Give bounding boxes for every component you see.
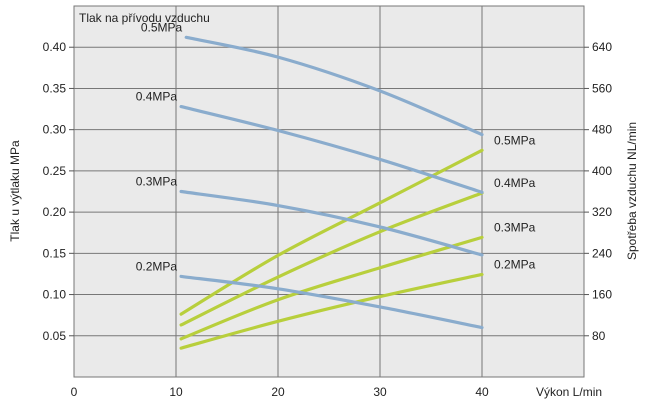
- consumption-curve-label: 0.4MPa: [494, 176, 536, 190]
- y-right-tick-label: 160: [592, 288, 612, 302]
- y-right-tick-label: 400: [592, 164, 612, 178]
- pressure-curve-label: 0.2MPa: [136, 259, 178, 273]
- y-axis-left-label: Tlak u výtlaku MPa: [8, 140, 22, 242]
- y-left-tick-label: 0.35: [43, 81, 67, 95]
- y-left-tick-label: 0.40: [43, 40, 67, 54]
- consumption-curve-label: 0.3MPa: [494, 220, 536, 234]
- y-left-tick-label: 0.30: [43, 123, 67, 137]
- grid: [74, 6, 584, 377]
- x-tick-label: 20: [271, 385, 285, 399]
- plot-area: [73, 5, 585, 378]
- y-right-tick-label: 240: [592, 246, 612, 260]
- y-left-tick-label: 0.20: [43, 205, 67, 219]
- y-left-tick-label: 0.25: [43, 164, 67, 178]
- y-right-tick-label: 320: [592, 205, 612, 219]
- curves: [179, 35, 484, 350]
- y-right-tick-label: 80: [592, 329, 606, 343]
- curve-labels: 0.5MPa 0.4MPa 0.3MPa 0.2MPa 0.5MPa 0.4MPa 0.3M…: [136, 20, 536, 273]
- consumption-curve-label: 0.5MPa: [494, 133, 536, 147]
- pressure-curve-label: 0.3MPa: [136, 175, 178, 189]
- y-right-tick-label: 480: [592, 123, 612, 137]
- x-tick-label: 0: [71, 385, 78, 399]
- y-axis-right-label: Spotřeba vzduchu NL/min: [625, 122, 639, 260]
- x-tick-label: 30: [373, 385, 387, 399]
- consumption-curve: [179, 191, 484, 327]
- pressure-curve: [179, 104, 484, 194]
- chart-title: Tlak na přívodu vzduchu: [79, 11, 210, 25]
- consumption-curve-label: 0.2MPa: [494, 257, 536, 271]
- consumption-curve: [179, 148, 484, 316]
- pressure-curve-label: 0.4MPa: [136, 90, 178, 104]
- ticks: 0 10 20 30 40 0.05 0.10 0.15 0.20 0.25 0.30 0.35 0.4…: [43, 40, 613, 399]
- pressure-curve: [179, 189, 484, 257]
- y-right-tick-label: 560: [592, 81, 612, 95]
- pressure-curve-label: 0.5MPa: [141, 20, 183, 34]
- pressure-curve: [184, 35, 484, 137]
- consumption-curve: [179, 235, 484, 341]
- x-tick-label: 10: [169, 385, 183, 399]
- y-right-tick-label: 640: [592, 40, 612, 54]
- x-tick-label: 40: [475, 385, 489, 399]
- y-left-tick-label: 0.05: [43, 329, 67, 343]
- consumption-curve: [179, 272, 484, 350]
- y-left-tick-label: 0.10: [43, 288, 67, 302]
- pressure-curve: [179, 274, 484, 330]
- y-left-tick-label: 0.15: [43, 246, 67, 260]
- x-axis-label: Výkon L/min: [536, 385, 602, 399]
